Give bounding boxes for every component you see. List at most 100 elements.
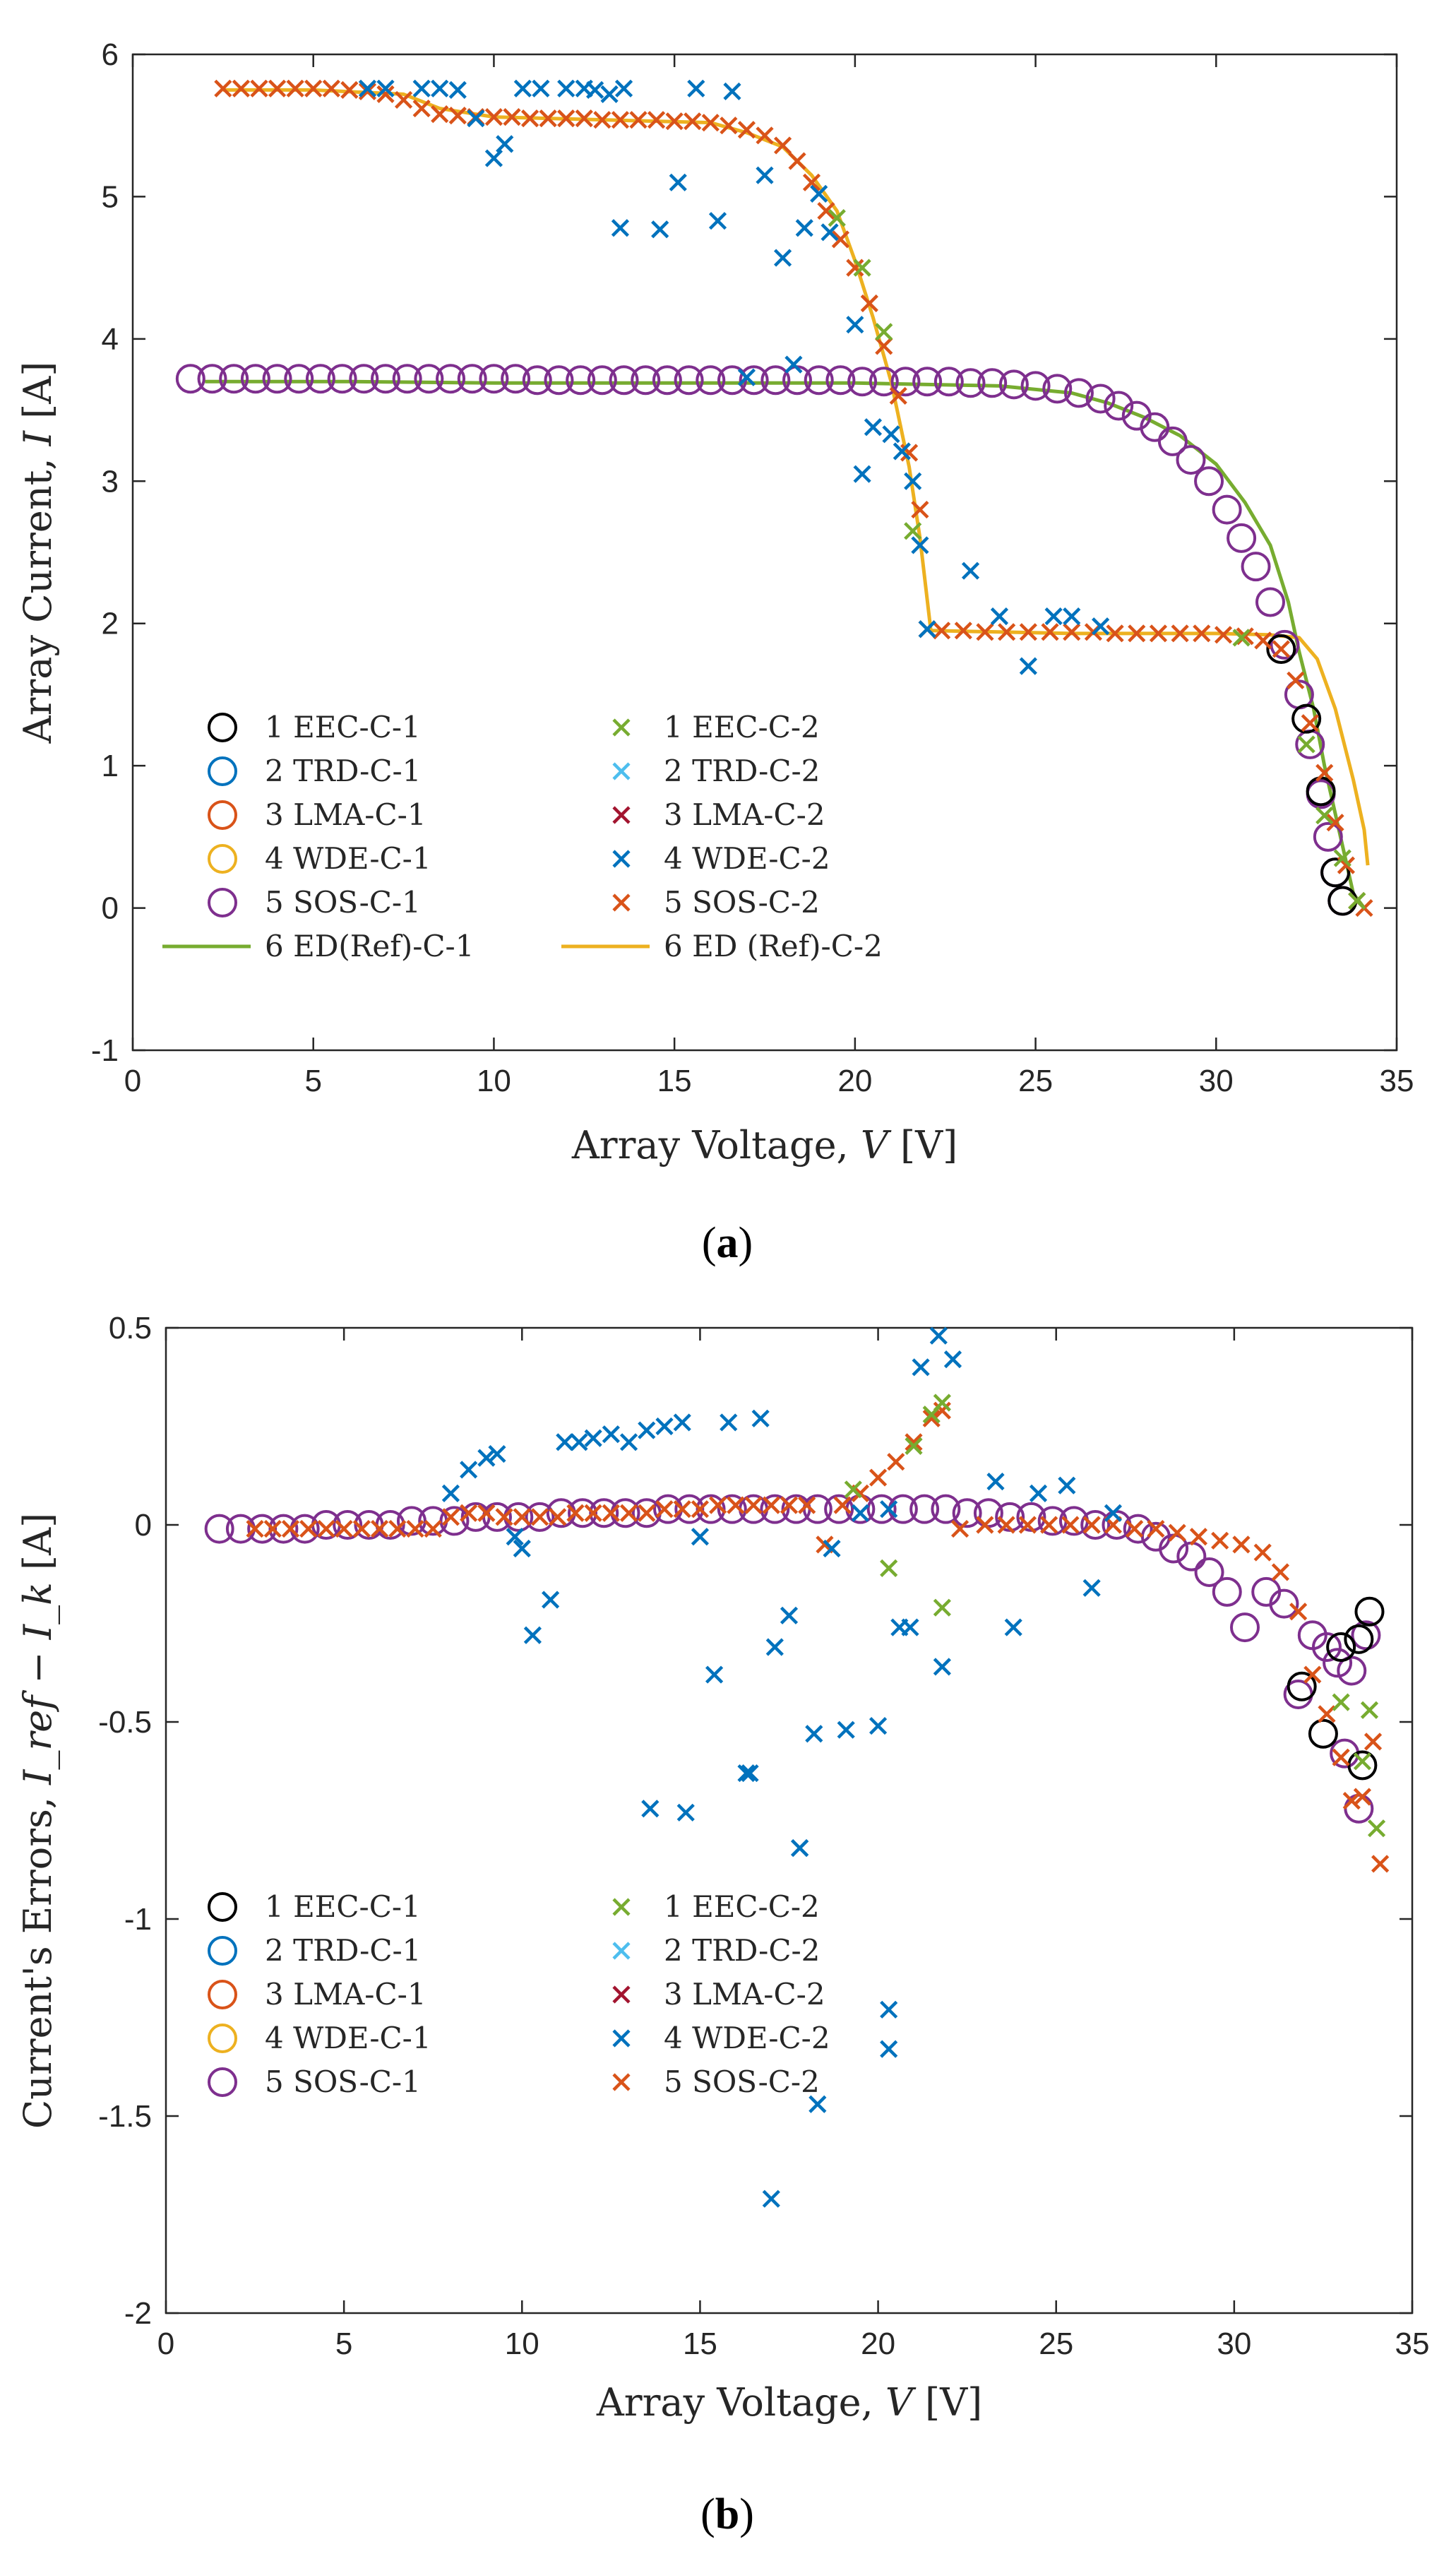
x-marker-stroke	[720, 117, 738, 135]
x-marker-stroke	[232, 79, 251, 97]
data-point-SOS-C-2	[737, 121, 756, 139]
x-marker-stroke	[1232, 629, 1251, 647]
data-point-WDE-C-2	[513, 79, 532, 97]
data-point-SOS-C-1	[1255, 587, 1285, 617]
x-marker-stroke	[566, 1504, 585, 1522]
x-marker-stroke	[484, 108, 503, 126]
x-marker-stroke	[1063, 607, 1081, 626]
data-point-WDE-C-2	[751, 1409, 770, 1427]
x-marker-stroke	[424, 1519, 442, 1538]
data-point-SOS-C-2	[1171, 624, 1189, 643]
data-point-WDE-C-2	[584, 1429, 602, 1447]
data-point-WDE-C-2	[484, 149, 503, 167]
x-marker-stroke	[612, 762, 631, 780]
x-marker-stroke	[542, 1591, 560, 1609]
legend-label: 2 TRD-C-1	[265, 754, 421, 788]
data-point-WDE-C-2	[1082, 1579, 1101, 1597]
data-point-WDE-C-2	[911, 536, 929, 554]
data-point-WDE-C-2	[705, 1665, 724, 1684]
x-tick-label: 15	[683, 2327, 717, 2361]
data-point-EEC-C-2	[904, 522, 922, 540]
legend-entry: 2 TRD-C-1	[208, 1933, 421, 1968]
data-point-SOS-C-2	[1061, 1516, 1080, 1534]
data-point-SOS-C-2	[976, 1516, 994, 1534]
x-marker-stroke	[1061, 1516, 1080, 1534]
x-marker-stroke	[765, 1638, 784, 1656]
x-marker-stroke	[376, 85, 395, 103]
legend-marker-circle	[208, 713, 237, 742]
data-point-SOS-C-2	[780, 1496, 799, 1514]
x-marker-stroke	[837, 1721, 855, 1739]
legend-entry: 5 SOS-C-2	[612, 885, 820, 920]
x-marker-stroke	[441, 1484, 460, 1502]
data-point-SOS-C-1	[247, 1514, 278, 1544]
data-point-SOS-C-2	[744, 1496, 763, 1514]
x-marker-stroke	[431, 105, 449, 124]
data-point-SOS-C-2	[905, 1433, 923, 1451]
x-marker-stroke	[412, 79, 431, 97]
data-point-WDE-C-2	[669, 173, 687, 191]
series-line-ED(Ref)-C-1	[205, 379, 1366, 910]
x-marker-stroke	[1040, 1516, 1058, 1534]
x-tick-label: 35	[1380, 1064, 1414, 1098]
data-point-SOS-C-1	[609, 365, 639, 396]
data-point-WDE-C-2	[619, 1433, 638, 1451]
data-point-WDE-C-2	[614, 79, 633, 97]
x-marker-stroke	[817, 201, 835, 220]
x-marker-stroke	[1092, 617, 1110, 636]
legend-label: 4 WDE-C-1	[265, 841, 431, 876]
x-marker-stroke	[976, 1516, 994, 1534]
data-point-SOS-C-1	[1042, 374, 1073, 404]
data-point-WDE-C-2	[723, 82, 741, 100]
x-marker-stroke	[762, 2189, 780, 2208]
data-point-SOS-C-1	[955, 368, 986, 398]
data-point-EEC-C-1	[1308, 1718, 1338, 1749]
data-point-WDE-C-2	[773, 249, 792, 267]
data-point-SOS-C-1	[998, 369, 1029, 400]
data-point-SOS-C-2	[1301, 714, 1319, 732]
x-marker-stroke	[821, 223, 839, 242]
x-marker-stroke	[513, 79, 532, 97]
data-point-SOS-C-2	[647, 111, 666, 129]
legend-entry: 4 WDE-C-1	[208, 841, 431, 876]
x-marker-stroke	[708, 212, 727, 230]
x-marker-stroke	[737, 368, 756, 386]
data-point-SOS-C-2	[593, 111, 611, 129]
data-point-SOS-C-2	[762, 1496, 780, 1514]
data-point-WDE-C-2	[918, 620, 936, 638]
x-marker-stroke	[950, 1519, 969, 1538]
data-point-SOS-C-1	[869, 367, 899, 397]
data-point-WDE-C-2	[851, 1504, 869, 1522]
data-point-SOS-C-2	[1303, 1665, 1322, 1684]
data-point-SOS-C-2	[232, 79, 251, 97]
x-marker-stroke	[795, 219, 813, 237]
x-tick-label: 0	[124, 1064, 141, 1098]
x-marker-stroke	[788, 152, 806, 170]
legend-marker-x	[612, 1985, 631, 2004]
x-marker-stroke	[691, 1528, 710, 1546]
data-point-WDE-C-2	[762, 2189, 780, 2208]
x-marker-stroke	[441, 1508, 460, 1526]
x-marker-stroke	[1019, 623, 1037, 641]
data-point-SOS-C-1	[333, 1510, 363, 1540]
data-point-WDE-C-2	[691, 1528, 710, 1546]
y-axis-label-b: Current's Errors, I_ref − I_k [A]	[16, 1513, 60, 2129]
x-marker-stroke	[802, 173, 821, 191]
x-marker-stroke	[484, 149, 503, 167]
x-marker-stroke	[431, 79, 449, 97]
x-marker-stroke	[1333, 849, 1351, 867]
legend-label: 2 TRD-C-2	[664, 1933, 820, 1968]
panel-label-a: (a)	[702, 1219, 753, 1267]
x-marker-stroke	[1104, 1504, 1122, 1522]
data-point-SOS-C-2	[250, 79, 268, 97]
data-point-SOS-C-2	[727, 1496, 745, 1514]
legend-entry: 1 EEC-C-1	[208, 710, 421, 744]
x-marker-stroke	[340, 81, 359, 99]
data-point-SOS-C-2	[370, 1519, 389, 1538]
legend-label: 4 WDE-C-2	[664, 841, 830, 876]
x-marker-stroke	[773, 249, 792, 267]
legend-label: 6 ED(Ref)-C-1	[265, 929, 474, 963]
data-point-EEC-C-1	[1287, 1671, 1317, 1701]
data-point-SOS-C-2	[484, 108, 503, 126]
